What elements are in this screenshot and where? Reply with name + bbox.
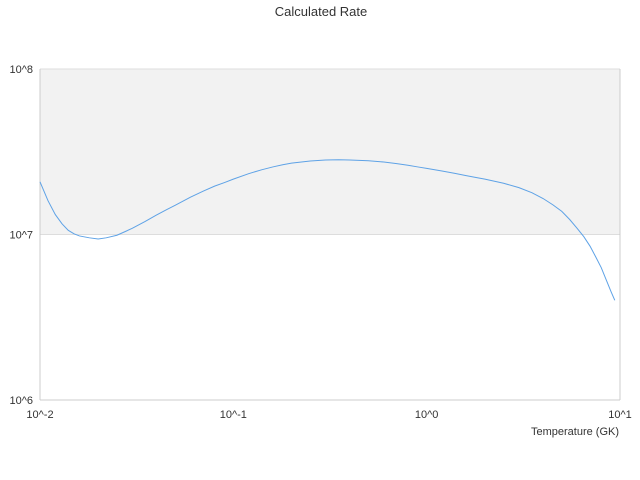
x-tick-label: 10^-2 — [26, 409, 53, 421]
y-tick-label: 10^6 — [9, 395, 33, 407]
grid-band — [40, 69, 620, 235]
x-axis-label: Temperature (GK) — [531, 426, 619, 438]
y-tick-label: 10^8 — [9, 64, 33, 76]
plot-area — [39, 68, 621, 401]
x-tick-label: 10^1 — [608, 409, 632, 421]
chart-title: Calculated Rate — [275, 4, 368, 19]
y-tick-label: 10^7 — [9, 230, 33, 242]
rate-series-line — [39, 159, 616, 301]
x-tick-label: 10^0 — [415, 409, 439, 421]
x-tick-label: 10^-1 — [220, 409, 247, 421]
tick-labels: 10^-2 10^-1 10^0 10^1 10^6 10^7 10^8 — [9, 64, 631, 421]
